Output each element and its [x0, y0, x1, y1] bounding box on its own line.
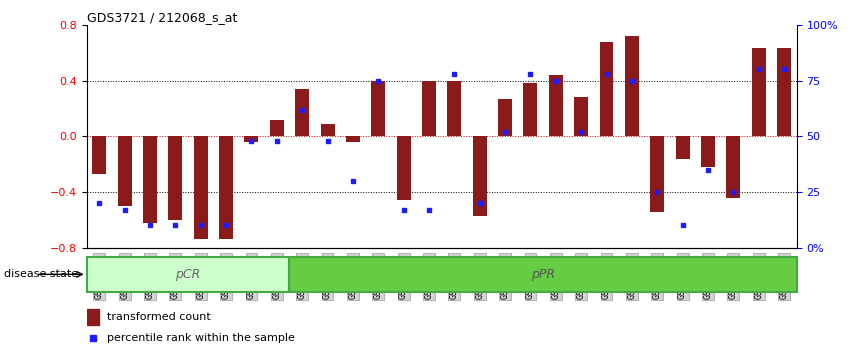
Text: disease state: disease state [4, 269, 79, 279]
Bar [372, 80, 385, 136]
Bar [549, 75, 563, 136]
Bar [295, 89, 309, 136]
Text: pPR: pPR [531, 268, 555, 281]
Bar [87, 257, 289, 292]
Bar [219, 136, 233, 239]
Bar [498, 99, 512, 136]
Bar [87, 309, 100, 325]
Bar [143, 136, 157, 223]
Text: pCR: pCR [176, 268, 201, 281]
Text: percentile rank within the sample: percentile rank within the sample [107, 333, 294, 343]
Bar [270, 120, 284, 136]
Bar [675, 136, 689, 159]
Bar [448, 80, 462, 136]
Bar [599, 41, 613, 136]
Bar [701, 136, 715, 167]
Bar [397, 136, 410, 200]
Bar [523, 83, 538, 136]
Bar [473, 136, 487, 216]
Bar [422, 80, 436, 136]
Bar [118, 136, 132, 206]
Bar [244, 136, 258, 142]
Bar [93, 136, 107, 174]
Bar [194, 136, 208, 239]
Bar [346, 136, 360, 142]
Bar [625, 36, 639, 136]
Bar [650, 136, 664, 212]
Bar [168, 136, 183, 220]
Bar [574, 97, 588, 136]
Bar [320, 124, 334, 136]
Text: GDS3721 / 212068_s_at: GDS3721 / 212068_s_at [87, 11, 237, 24]
Bar [752, 48, 766, 136]
Bar [777, 48, 791, 136]
Text: transformed count: transformed count [107, 312, 210, 322]
Bar [727, 136, 740, 198]
Bar [289, 257, 797, 292]
